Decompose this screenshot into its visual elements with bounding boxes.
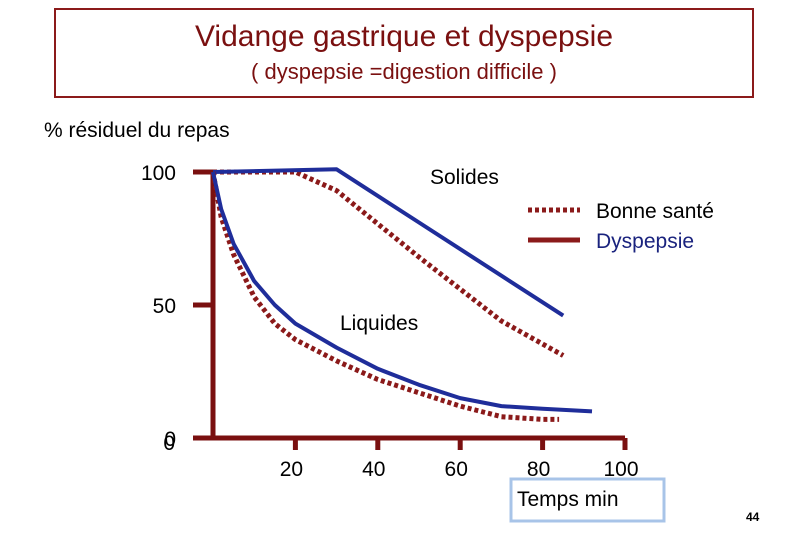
x-tick-label: 20 (280, 458, 303, 481)
annotation-liquides: Liquides (340, 312, 418, 335)
slide-subtitle: ( dyspepsie =digestion difficile ) (251, 59, 557, 84)
x-axis-label: Temps min (517, 488, 619, 511)
y-axis-label: % résiduel du repas (44, 119, 230, 142)
annotation-solides: Solides (430, 166, 499, 189)
title-box: Vidange gastrique et dyspepsie ( dyspeps… (54, 8, 754, 98)
x-origin-label: 0 (163, 432, 175, 455)
y-tick-label: 50 (153, 295, 176, 318)
x-tick-label: 40 (362, 458, 385, 481)
x-tick-label: 80 (527, 458, 550, 481)
x-tick-label: 60 (445, 458, 468, 481)
x-axis-label-box (509, 477, 666, 523)
slide-number: 44 (746, 510, 760, 524)
series-group (210, 167, 593, 422)
legend: Bonne santé Dyspepsie (528, 200, 714, 253)
legend-label-bonne-sante: Bonne santé (596, 200, 714, 223)
y-tick-label: 0 (164, 428, 176, 451)
series-liquides-dyspepsie-line (211, 171, 593, 414)
x-tick-label: 100 (603, 458, 638, 481)
y-tick-label: 100 (141, 162, 176, 185)
series-solides-dyspepsie-line (212, 167, 565, 318)
axes: 0 50 100 20 40 60 80 100 0 (141, 162, 639, 481)
series-liquides-bonne-sante-line (210, 171, 560, 422)
slide-title: Vidange gastrique et dyspepsie (194, 20, 614, 53)
legend-label-dyspepsie: Dyspepsie (596, 230, 694, 253)
